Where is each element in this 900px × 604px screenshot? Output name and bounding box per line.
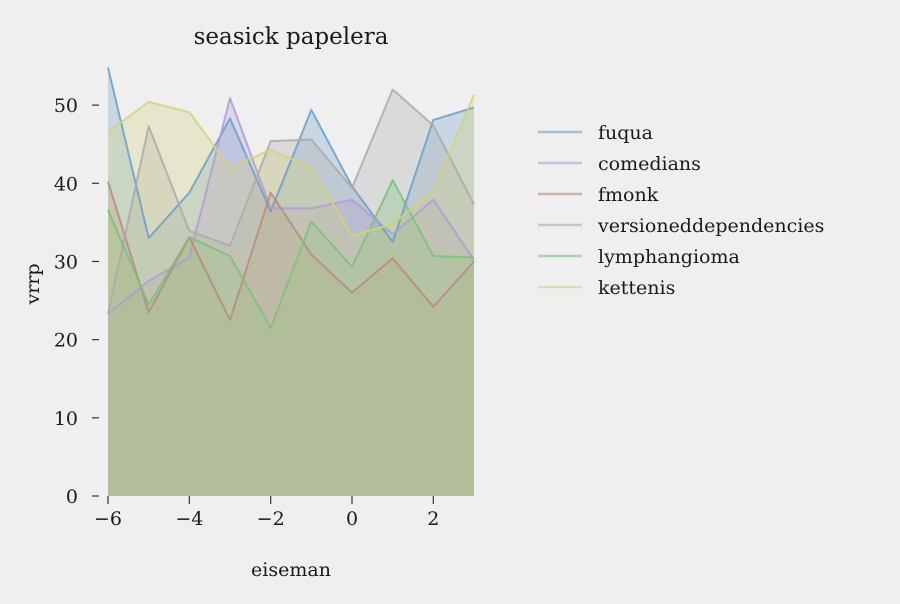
y-tick-label: 20 bbox=[54, 330, 78, 352]
x-axis-label: eiseman bbox=[251, 559, 331, 581]
x-tick-label: 2 bbox=[427, 508, 439, 530]
x-tick-label: −4 bbox=[175, 508, 203, 530]
series-lines bbox=[107, 67, 475, 329]
series-line-fuqua bbox=[107, 67, 475, 243]
series-area-comedians bbox=[108, 98, 474, 496]
series-line-kettenis bbox=[107, 94, 475, 237]
x-tick-label: 0 bbox=[346, 508, 358, 530]
y-tick-label: 40 bbox=[54, 173, 78, 195]
y-tick-label: 0 bbox=[66, 486, 78, 508]
chart-title: seasick papelera bbox=[194, 24, 389, 50]
y-tick-label: 30 bbox=[54, 251, 78, 273]
series-area-fmonk bbox=[108, 181, 474, 496]
series-area-kettenis bbox=[108, 94, 474, 497]
y-axis-label: vrrp bbox=[22, 263, 44, 305]
legend: fuqua comedians fmonk versioneddependencies… bbox=[538, 122, 824, 299]
legend-label-kettenis: kettenis bbox=[598, 277, 675, 299]
x-tick-label: −2 bbox=[257, 508, 285, 530]
y-tick-label: 10 bbox=[54, 408, 78, 430]
series-line-lymphangioma bbox=[107, 179, 475, 329]
legend-label-comedians: comedians bbox=[598, 153, 701, 175]
y-tick-label: 50 bbox=[54, 95, 78, 117]
legend-label-fmonk: fmonk bbox=[598, 184, 659, 206]
x-tick-label: −6 bbox=[94, 508, 122, 530]
series-area-versioneddependencies bbox=[108, 89, 474, 496]
series-line-versioneddependencies bbox=[107, 88, 475, 315]
series-line-fmonk bbox=[107, 181, 475, 322]
legend-label-versioneddependencies: versioneddependencies bbox=[597, 215, 824, 237]
legend-label-lymphangioma: lymphangioma bbox=[598, 246, 740, 268]
legend-label-fuqua: fuqua bbox=[598, 122, 653, 144]
